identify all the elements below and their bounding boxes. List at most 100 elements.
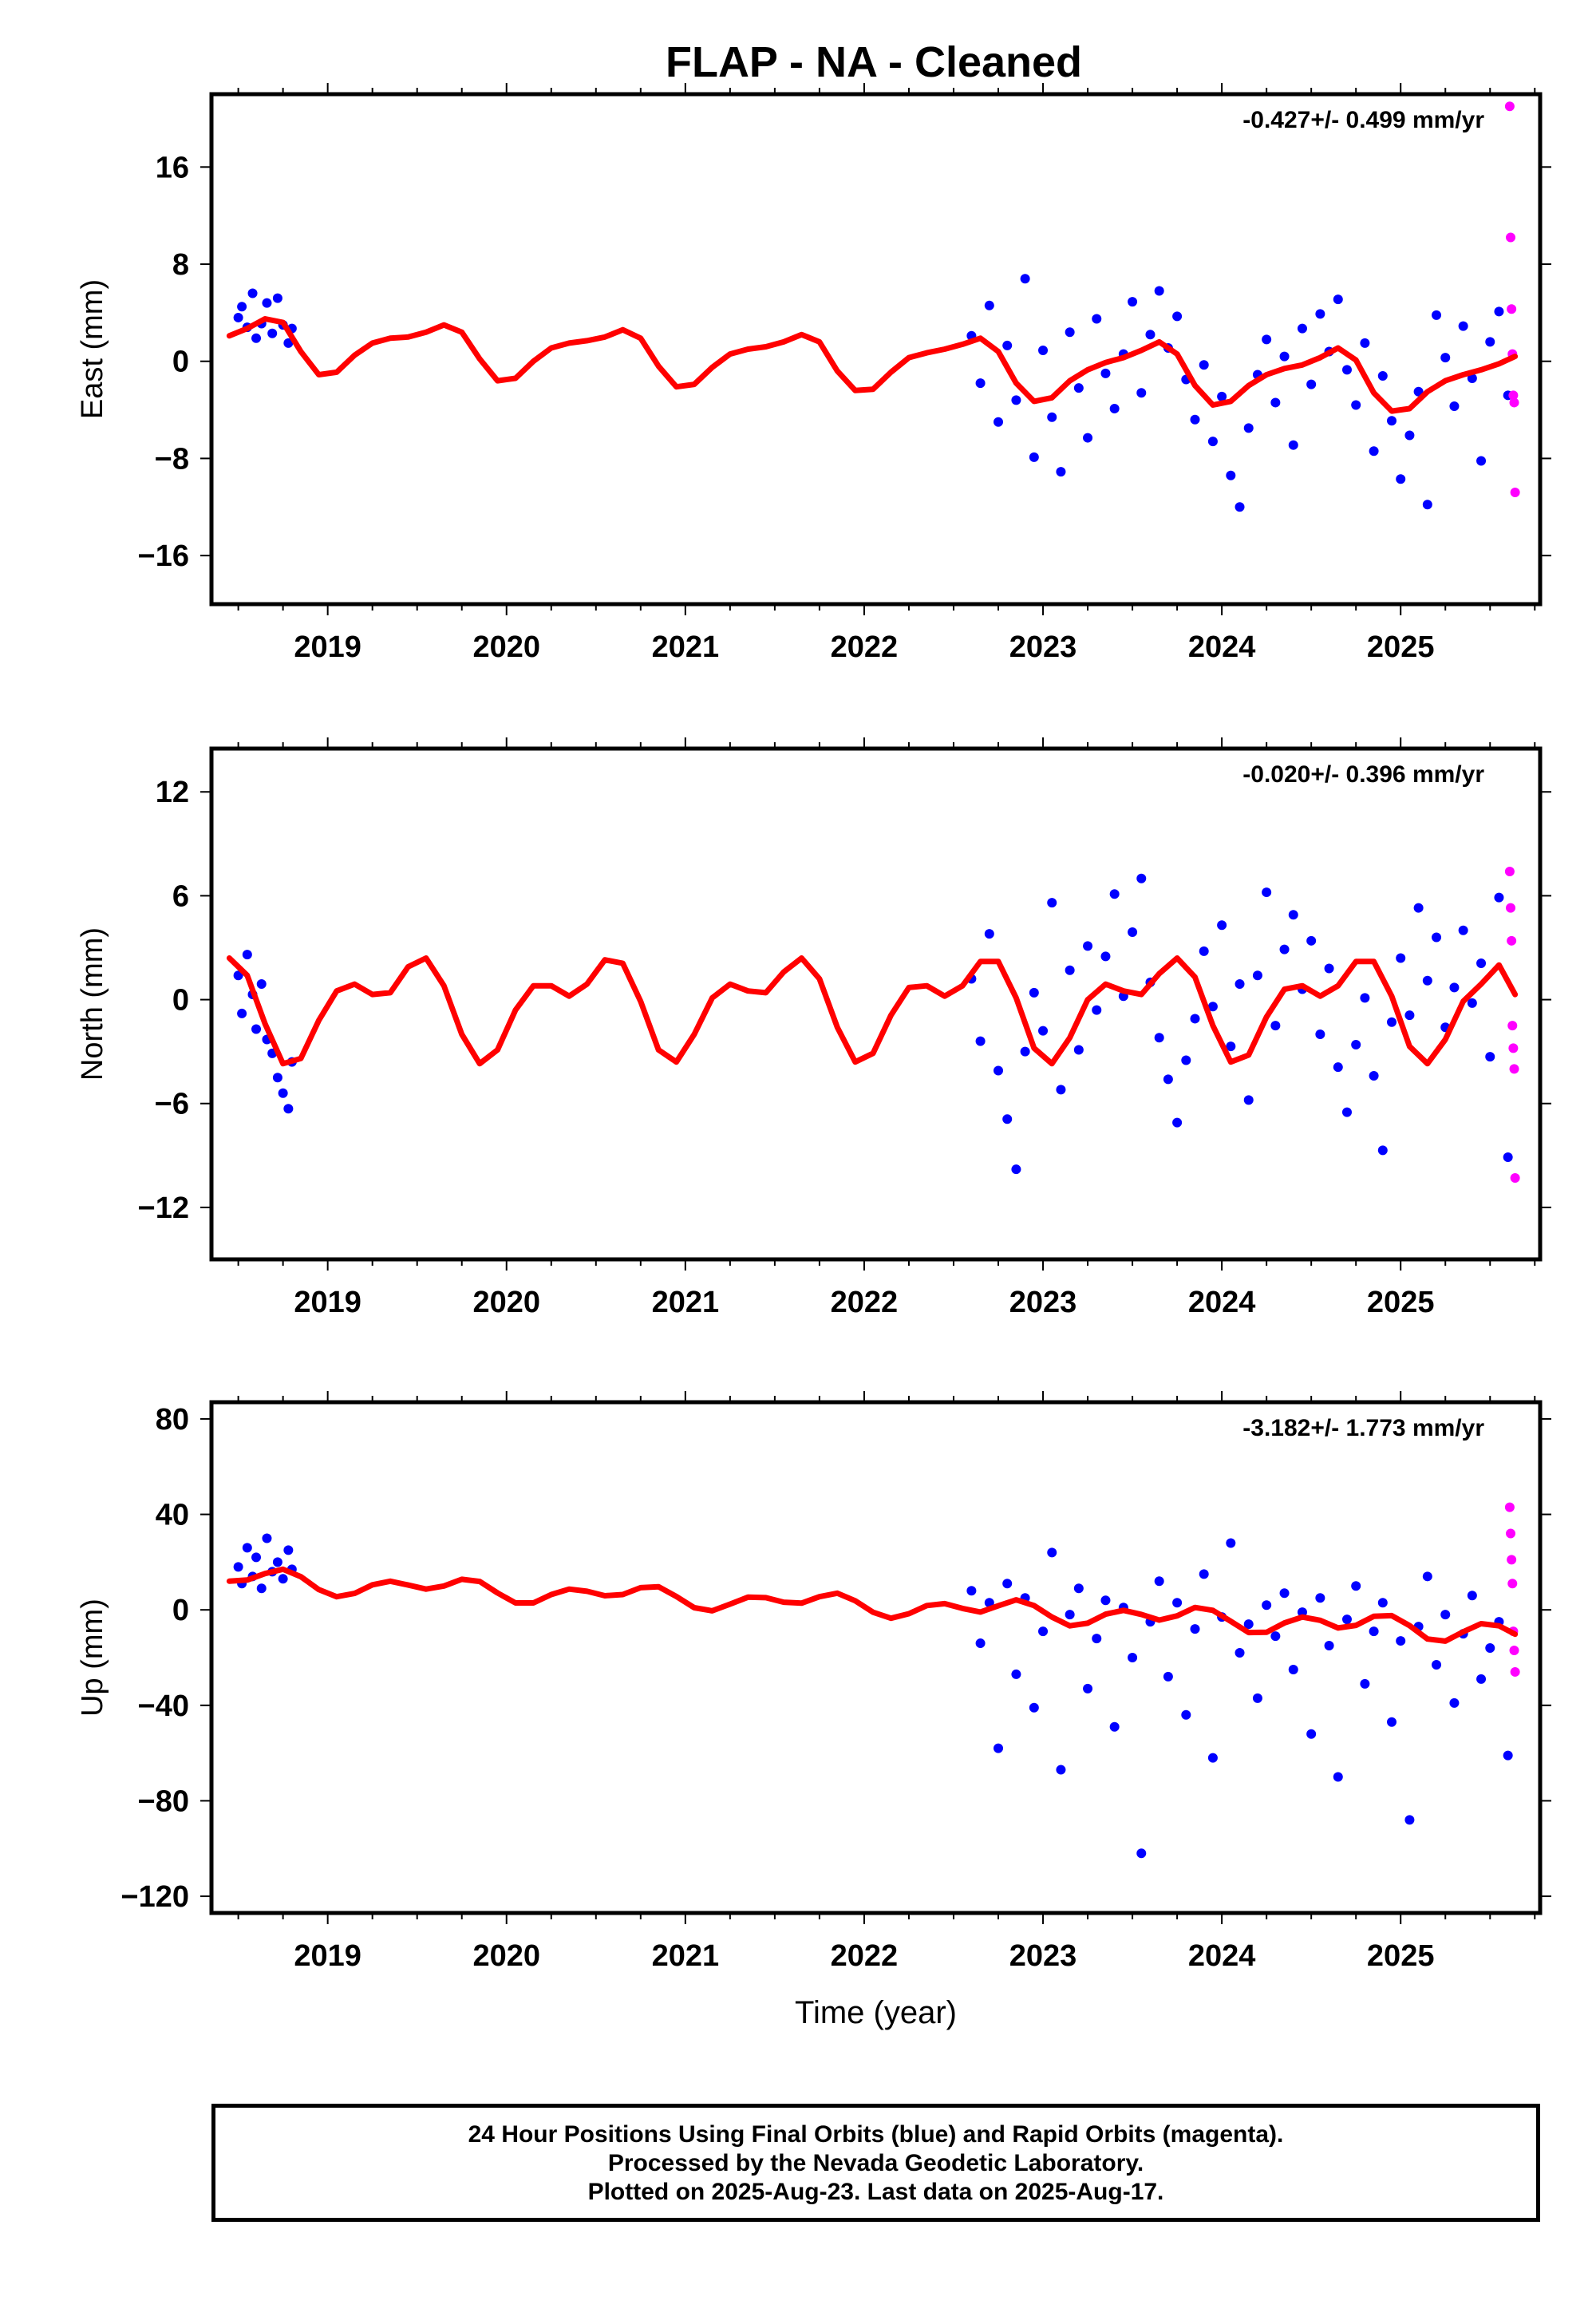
plot-frame-north bbox=[209, 746, 1543, 1262]
final-orbit-point bbox=[1369, 1071, 1379, 1081]
final-orbit-point bbox=[237, 302, 247, 312]
final-orbit-point bbox=[283, 1545, 294, 1555]
final-orbit-point bbox=[1011, 1669, 1021, 1679]
final-orbit-point bbox=[1306, 935, 1317, 946]
final-orbit-point bbox=[1243, 1619, 1254, 1630]
final-orbit-point bbox=[1360, 338, 1370, 348]
final-orbit-point bbox=[1306, 379, 1317, 389]
final-orbit-point bbox=[1262, 1600, 1272, 1611]
panel-north: 2019 2020 2021 2022 2023 2024 2025 −12 −6 0 6 12 Nor… bbox=[76, 737, 1551, 1319]
final-orbit-point bbox=[1279, 351, 1290, 362]
final-orbit-point bbox=[1217, 391, 1227, 401]
y-tick-label: −8 bbox=[155, 442, 189, 476]
final-orbit-point bbox=[233, 1562, 243, 1572]
rapid-orbit-point bbox=[1510, 488, 1520, 498]
final-orbit-point bbox=[1136, 873, 1147, 883]
final-orbit-point bbox=[1100, 1595, 1111, 1606]
final-orbit-point bbox=[1458, 321, 1468, 331]
final-orbit-point bbox=[1109, 889, 1120, 899]
final-orbit-point bbox=[267, 328, 278, 338]
final-orbit-point bbox=[1333, 1062, 1343, 1073]
final-orbit-point bbox=[1324, 963, 1334, 974]
final-orbit-point bbox=[1341, 365, 1352, 375]
final-orbit-point bbox=[1422, 975, 1432, 986]
final-orbit-point bbox=[1065, 1610, 1075, 1620]
final-orbit-point bbox=[1029, 987, 1039, 998]
final-orbit-point bbox=[1476, 1674, 1487, 1684]
rapid-orbit-point bbox=[1510, 1173, 1520, 1184]
final-orbit-point bbox=[1467, 998, 1477, 1008]
final-orbit-point bbox=[1440, 353, 1451, 363]
final-orbit-point bbox=[1092, 1005, 1102, 1015]
rapid-orbit-point bbox=[1508, 1043, 1519, 1053]
final-orbit-point bbox=[1136, 1848, 1147, 1859]
final-orbit-point bbox=[1503, 1152, 1513, 1162]
final-orbit-point bbox=[1172, 1598, 1183, 1608]
x-tick-label: 2020 bbox=[472, 1286, 540, 1319]
x-tick-label: 2025 bbox=[1367, 1939, 1435, 1973]
final-orbit-point bbox=[272, 293, 282, 303]
final-orbit-point bbox=[1190, 1014, 1200, 1024]
final-orbit-point bbox=[1360, 1678, 1370, 1689]
x-tick-label: 2022 bbox=[831, 1939, 899, 1973]
final-orbit-point bbox=[1333, 294, 1343, 305]
final-orbit-point bbox=[994, 1743, 1004, 1753]
final-orbit-point bbox=[1503, 1750, 1513, 1761]
x-tick-label: 2024 bbox=[1188, 630, 1256, 664]
final-orbit-point bbox=[1476, 958, 1487, 969]
final-orbit-point bbox=[1270, 397, 1281, 408]
final-orbit-point bbox=[1243, 423, 1254, 433]
final-orbit-point bbox=[1396, 953, 1406, 963]
final-orbit-point bbox=[1243, 1095, 1254, 1105]
final-orbit-point bbox=[1073, 1583, 1084, 1594]
model-fit-line-north bbox=[226, 955, 1519, 1067]
final-orbit-point bbox=[1172, 311, 1183, 322]
final-orbit-point bbox=[1324, 1641, 1334, 1651]
rapid-orbit-point bbox=[1504, 1502, 1515, 1512]
final-orbit-point bbox=[1458, 925, 1468, 935]
y-tick-label: −40 bbox=[138, 1690, 189, 1723]
rapid-orbit-point bbox=[1510, 1666, 1520, 1677]
final-orbit-point bbox=[1341, 1107, 1352, 1117]
final-orbit-point bbox=[1279, 1588, 1290, 1599]
final-orbit-point bbox=[247, 288, 258, 298]
final-orbit-point bbox=[1476, 456, 1487, 466]
final-orbit-point bbox=[1432, 310, 1442, 320]
x-tick-label: 2020 bbox=[472, 630, 540, 664]
final-orbit-point bbox=[1369, 446, 1379, 456]
panel-up: 2019 2020 2021 2022 2023 2024 2025 −120 −80 −40 0 4… bbox=[76, 1391, 1551, 2030]
final-orbit-point bbox=[1011, 1164, 1021, 1175]
final-orbit-point bbox=[1038, 346, 1049, 356]
final-orbit-point bbox=[1351, 1581, 1361, 1591]
x-tick-label: 2019 bbox=[294, 1939, 361, 1973]
final-orbit-point bbox=[1181, 1709, 1191, 1720]
y-axis-label-east: East (mm) bbox=[76, 279, 109, 419]
final-orbit-point bbox=[1467, 1591, 1477, 1601]
final-orbit-point bbox=[1065, 965, 1075, 975]
footer-line-3: Plotted on 2025-Aug-23. Last data on 202… bbox=[587, 2179, 1164, 2205]
y-tick-label: 6 bbox=[172, 879, 189, 913]
final-orbit-point bbox=[1207, 1002, 1218, 1012]
final-orbit-point bbox=[1128, 1653, 1138, 1662]
x-tick-label: 2019 bbox=[294, 630, 361, 664]
final-orbit-point bbox=[1083, 1683, 1093, 1694]
final-orbit-point bbox=[1217, 920, 1227, 931]
velocity-annotation-north: -0.020+/- 0.396 mm/yr bbox=[1242, 761, 1484, 788]
footer-line-2: Processed by the Nevada Geodetic Laborat… bbox=[607, 2150, 1144, 2176]
final-orbit-point bbox=[1377, 1145, 1388, 1156]
x-tick-label: 2021 bbox=[652, 1939, 720, 1973]
final-orbit-point bbox=[1065, 327, 1075, 338]
rapid-orbit-point bbox=[1509, 1064, 1519, 1074]
final-orbit-point bbox=[1315, 1029, 1325, 1039]
final-orbit-point bbox=[251, 333, 262, 343]
final-orbit-point bbox=[1306, 1729, 1317, 1739]
final-orbit-point bbox=[1387, 416, 1397, 426]
final-orbit-point bbox=[1279, 944, 1290, 954]
final-orbit-point bbox=[1083, 941, 1093, 951]
final-orbit-point bbox=[1449, 982, 1460, 993]
y-tick-label: 16 bbox=[156, 151, 189, 184]
rapid-orbit-point bbox=[1507, 1021, 1518, 1031]
y-tick-label: −120 bbox=[120, 1880, 189, 1914]
velocity-annotation-east: -0.427+/- 0.499 mm/yr bbox=[1242, 107, 1484, 133]
final-orbit-point bbox=[278, 1574, 288, 1584]
